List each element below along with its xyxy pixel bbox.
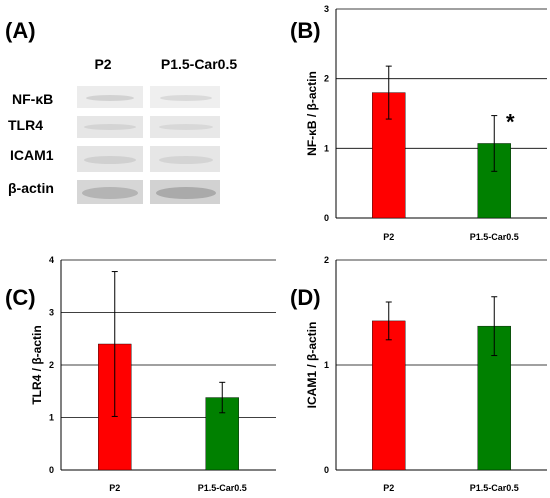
blot-label-beta-actin: β-actin [8, 180, 54, 196]
lane-label-p2: P2 [94, 56, 111, 72]
y-axis-label: NF-κB / β-actin [305, 71, 319, 156]
x-tick-label: P2 [109, 483, 120, 493]
panel-d-chart: (D) 0 1 2 ICAM1 / β-actin P2 P1.5-Car0.5 [290, 255, 547, 493]
panel-letter-c: (C) [5, 285, 36, 310]
panel-a-western-blot: (A) P2 P1.5-Car0.5 NF-κB TLR4 ICAM1 β-ac… [5, 18, 237, 204]
panel-c-chart: (C) 0 1 2 3 4 TLR4 / β-actin P2 P1.5-Car0.5 [5, 255, 276, 493]
y-tick-label: 4 [49, 255, 54, 265]
y-tick-label: 0 [324, 465, 329, 475]
blot-band-shade [159, 156, 213, 164]
lane-label-p15-car05: P1.5-Car0.5 [161, 56, 237, 72]
y-tick-label: 3 [324, 4, 329, 14]
y-tick-label: 1 [324, 360, 329, 370]
blot-band-shade [160, 95, 212, 101]
x-tick-label: P2 [383, 483, 394, 493]
blot-band-shade [82, 187, 138, 199]
bar [372, 320, 406, 471]
y-tick-label: 0 [49, 465, 54, 475]
y-tick-label: 2 [324, 255, 329, 265]
x-tick-label: P2 [383, 232, 394, 242]
y-tick-label: 1 [324, 143, 329, 153]
panel-letter-d: (D) [290, 285, 321, 310]
y-axis-label: TLR4 / β-actin [30, 325, 44, 404]
blot-band-shade [156, 187, 216, 199]
x-tick-label: P1.5-Car0.5 [470, 483, 519, 493]
significance-marker: * [506, 110, 515, 135]
blot-band-shade [84, 156, 136, 164]
blot-band-shade [86, 95, 134, 101]
y-tick-label: 3 [49, 308, 54, 318]
x-tick-label: P1.5-Car0.5 [198, 483, 247, 493]
blot-label-tlr4: TLR4 [8, 117, 43, 133]
y-tick-label: 2 [324, 74, 329, 84]
y-tick-label: 0 [324, 213, 329, 223]
panel-letter-b: (B) [290, 18, 321, 43]
panel-b-chart: (B) 0 1 2 3 NF-κB / β-actin P2 P1.5-Car0.5 * [290, 4, 547, 242]
y-tick-label: 1 [49, 413, 54, 423]
blot-label-nfkb: NF-κB [12, 91, 53, 107]
y-tick-label: 2 [49, 360, 54, 370]
y-axis-label: ICAM1 / β-actin [305, 322, 319, 409]
panel-letter-a: (A) [5, 18, 36, 43]
blot-band-shade [84, 124, 136, 130]
blot-bands [77, 86, 220, 204]
blot-label-icam1: ICAM1 [10, 147, 54, 163]
blot-band-shade [159, 124, 213, 130]
x-tick-label: P1.5-Car0.5 [470, 232, 519, 242]
